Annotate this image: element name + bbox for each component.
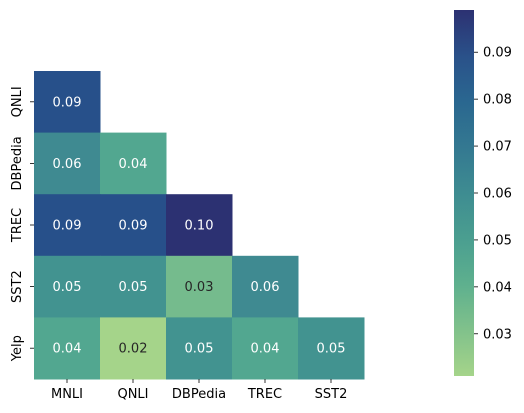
colorbar-tick-label: 0.06 (483, 187, 512, 202)
x-tick-label: QNLI (117, 387, 148, 402)
y-tick-label: SST2 (10, 270, 25, 303)
colorbar-gradient (454, 10, 474, 376)
cell-value-label: 0.05 (185, 342, 214, 357)
y-tick-label: QNLI (10, 86, 25, 117)
cell-value-label: 0.06 (53, 157, 82, 172)
cell-value-label: 0.05 (119, 280, 148, 295)
x-tick-label: DBPedia (172, 387, 226, 402)
colorbar-ticks: 0.03 0.04 0.05 0.06 0.07 0.08 0.09 (474, 46, 512, 343)
y-tick-labels: QNLI DBPedia TREC SST2 Yelp (10, 86, 34, 362)
colorbar-tick-label: 0.04 (483, 280, 512, 295)
heatmap-cells: 0.09 0.06 0.04 0.09 0.09 0.10 0.05 0.05 0.03 0.06… (34, 71, 365, 380)
cell-value-label: 0.05 (53, 280, 82, 295)
x-tick-labels: MNLI QNLI DBPedia TREC SST2 (51, 379, 347, 402)
y-tick-label: TREC (10, 208, 25, 243)
cell-value-label: 0.04 (119, 157, 148, 172)
cell-value-label: 0.04 (251, 342, 280, 357)
colorbar-tick-label: 0.05 (483, 233, 512, 248)
y-tick-label: DBPedia (10, 136, 25, 190)
colorbar-tick-label: 0.03 (483, 327, 512, 342)
x-tick-label: SST2 (315, 387, 348, 402)
cell-value-label: 0.03 (185, 280, 214, 295)
x-tick-label: MNLI (51, 387, 83, 402)
y-tick-label: Yelp (10, 335, 25, 362)
cell-value-label: 0.02 (119, 342, 148, 357)
x-tick-label: TREC (247, 387, 282, 402)
cell-value-label: 0.09 (53, 95, 82, 110)
cell-value-label: 0.09 (119, 219, 148, 234)
cell-value-label: 0.05 (317, 342, 346, 357)
cell-value-label: 0.06 (251, 280, 280, 295)
colorbar-tick-label: 0.09 (483, 46, 512, 61)
colorbar-tick-label: 0.07 (483, 140, 512, 155)
colorbar-tick-label: 0.08 (483, 93, 512, 108)
cell-value-label: 0.04 (53, 342, 82, 357)
colorbar: 0.03 0.04 0.05 0.06 0.07 0.08 0.09 (454, 10, 512, 376)
cell-value-label: 0.10 (185, 219, 214, 234)
cell-value-label: 0.09 (53, 219, 82, 234)
